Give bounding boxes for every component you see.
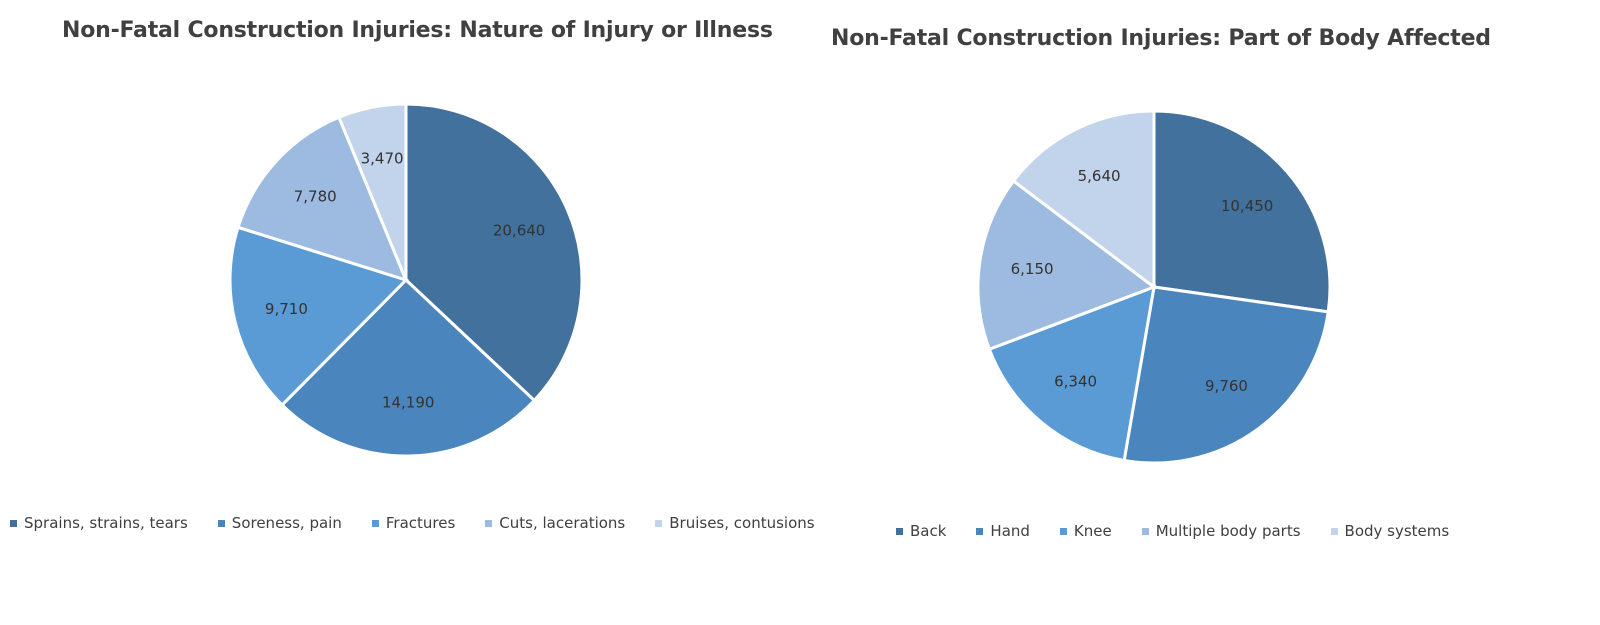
legend-item-cuts-lacerations: Cuts, lacerations: [485, 514, 625, 532]
data-label-body-systems: 5,640: [1078, 167, 1121, 185]
legend-label: Body systems: [1344, 522, 1450, 540]
data-label-fractures: 9,710: [265, 300, 308, 318]
legend-swatch: [976, 527, 984, 535]
legend-item-sprains-strains-tears: Sprains, strains, tears: [10, 514, 188, 532]
pie-chart-nature-of-injury: 20,640 14,190 9,710 7,780 3,470: [228, 102, 584, 458]
chart-title-nature-of-injury: Non-Fatal Construction Injuries: Nature …: [62, 18, 773, 43]
legend-item-knee: Knee: [1059, 522, 1112, 540]
pie-slice-body-systems: [1011, 109, 1156, 291]
legend-item-body-systems: Body systems: [1330, 522, 1450, 540]
legend-swatch: [217, 519, 225, 527]
legend-item-soreness-pain: Soreness, pain: [217, 514, 342, 532]
pie-chart-part-of-body: 10,450 9,760 6,340 6,150 5,640: [976, 109, 1332, 465]
legend-label: Soreness, pain: [231, 514, 342, 532]
legend-nature-of-injury: Sprains, strains, tears Soreness, pain Fra…: [10, 514, 845, 532]
legend-swatch: [371, 519, 379, 527]
legend-swatch: [655, 519, 663, 527]
pie-slice-fractures: [228, 225, 409, 408]
legend-label: Back: [910, 522, 947, 540]
pie-slice-sprains-strains-tears: [404, 102, 584, 403]
data-label-back: 10,450: [1221, 197, 1274, 215]
legend-swatch: [1141, 527, 1149, 535]
legend-item-bruises-contusions: Bruises, contusions: [655, 514, 815, 532]
legend-label: Multiple body parts: [1155, 522, 1301, 540]
pie-slice-soreness-pain: [279, 277, 537, 458]
legend-label: Knee: [1073, 522, 1112, 540]
legend-label: Bruises, contusions: [669, 514, 815, 532]
legend-label: Sprains, strains, tears: [24, 514, 188, 532]
legend-part-of-body: Back Hand Knee Multiple body parts Body syst…: [896, 522, 1479, 540]
pie-slice-hand: [1122, 285, 1330, 465]
legend-label: Fractures: [385, 514, 456, 532]
pie-slice-back: [1152, 109, 1332, 314]
legend-label: Hand: [990, 522, 1030, 540]
data-label-cuts-lacerations: 7,780: [294, 187, 337, 205]
legend-item-fractures: Fractures: [371, 514, 456, 532]
legend-item-back: Back: [896, 522, 946, 540]
data-label-bruises-contusions: 3,470: [361, 150, 404, 168]
data-label-multiple-body-parts: 6,150: [1011, 260, 1054, 278]
pie-slice-cuts-lacerations: [236, 115, 409, 283]
legend-item-multiple-body-parts: Multiple body parts: [1141, 522, 1301, 540]
data-label-sprains-strains-tears: 20,640: [493, 222, 546, 240]
legend-label: Cuts, lacerations: [499, 514, 626, 532]
pie-slice-bruises-contusions: [337, 102, 408, 281]
legend-swatch: [1330, 527, 1338, 535]
data-label-knee: 6,340: [1054, 373, 1097, 391]
legend-swatch: [1059, 527, 1067, 535]
pie-slice-multiple-body-parts: [976, 178, 1158, 352]
chart-title-part-of-body: Non-Fatal Construction Injuries: Part of…: [831, 26, 1491, 51]
pie-slice-knee: [987, 284, 1156, 463]
data-label-hand: 9,760: [1205, 377, 1248, 395]
legend-swatch: [10, 519, 17, 527]
legend-swatch: [485, 519, 493, 527]
legend-item-hand: Hand: [976, 522, 1030, 540]
legend-swatch: [896, 527, 903, 535]
data-label-soreness-pain: 14,190: [382, 394, 435, 412]
